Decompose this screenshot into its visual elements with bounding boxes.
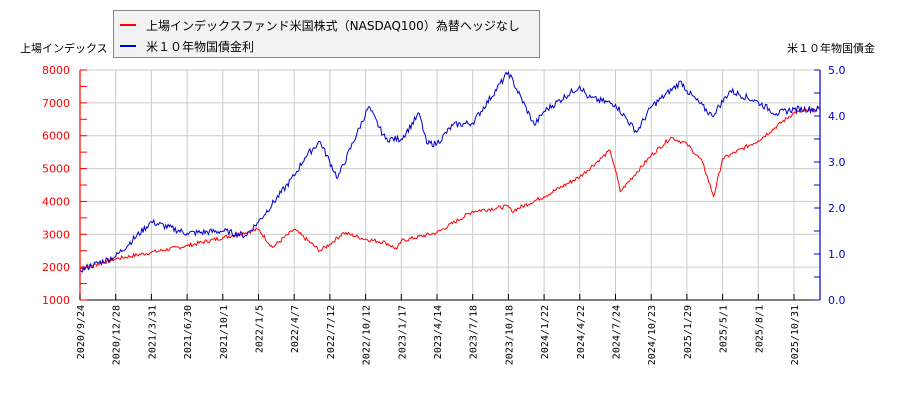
svg-text:5.0: 5.0 <box>828 64 846 77</box>
series-line <box>79 71 821 273</box>
svg-text:2025/5/1: 2025/5/1 <box>719 305 730 353</box>
svg-text:6000: 6000 <box>42 130 70 143</box>
svg-text:2022/10/12: 2022/10/12 <box>362 305 373 365</box>
svg-text:2000: 2000 <box>42 261 70 274</box>
svg-text:2023/10/18: 2023/10/18 <box>504 305 515 365</box>
legend-swatch-blue <box>120 45 136 47</box>
svg-text:4000: 4000 <box>42 195 70 208</box>
legend: 上場インデックスファンド米国株式（NASDAQ100）為替ヘッジなし 米１０年物… <box>113 10 540 58</box>
svg-text:2.0: 2.0 <box>828 202 846 215</box>
svg-text:1.0: 1.0 <box>828 248 846 261</box>
legend-label: 米１０年物国債金利 <box>146 39 255 54</box>
svg-text:2023/1/17: 2023/1/17 <box>397 305 408 359</box>
svg-text:2025/8/1: 2025/8/1 <box>754 305 765 353</box>
series-line <box>79 107 821 270</box>
left-axis-title: 上場インデックス <box>20 42 108 55</box>
svg-text:2022/7/12: 2022/7/12 <box>326 305 337 359</box>
svg-text:5000: 5000 <box>42 163 70 176</box>
svg-text:1000: 1000 <box>42 294 70 307</box>
svg-text:3.0: 3.0 <box>828 156 846 169</box>
svg-text:2022/1/5: 2022/1/5 <box>255 305 266 353</box>
svg-text:8000: 8000 <box>42 64 70 77</box>
svg-text:2024/7/24: 2024/7/24 <box>612 305 623 359</box>
legend-label: 上場インデックスファンド米国株式（NASDAQ100）為替ヘッジなし <box>146 18 520 33</box>
svg-text:2025/1/29: 2025/1/29 <box>683 305 694 359</box>
svg-text:2024/4/22: 2024/4/22 <box>576 305 587 359</box>
gridlines <box>80 69 820 300</box>
axes: 1000 2000 3000 4000 5000 6000 7000 8000 0.0 1.0 2.… <box>42 64 846 365</box>
svg-text:2020/12/28: 2020/12/28 <box>112 305 123 365</box>
svg-text:3000: 3000 <box>42 228 70 241</box>
svg-text:2023/7/18: 2023/7/18 <box>469 305 480 359</box>
svg-text:2025/10/31: 2025/10/31 <box>790 305 801 365</box>
series-lines <box>79 71 821 273</box>
svg-text:0.0: 0.0 <box>828 294 846 307</box>
svg-text:7000: 7000 <box>42 97 70 110</box>
legend-item-nasdaq100: 上場インデックスファンド米国株式（NASDAQ100）為替ヘッジなし <box>120 15 520 35</box>
svg-text:4.0: 4.0 <box>828 110 846 123</box>
right-axis-title: 米１０年物国債金 <box>787 42 875 55</box>
svg-text:2021/3/31: 2021/3/31 <box>147 305 158 359</box>
svg-text:2023/4/14: 2023/4/14 <box>433 305 444 359</box>
svg-text:2024/1/22: 2024/1/22 <box>540 305 551 359</box>
svg-text:2020/9/24: 2020/9/24 <box>76 305 87 359</box>
legend-item-us10y: 米１０年物国債金利 <box>120 36 254 56</box>
svg-text:2021/6/30: 2021/6/30 <box>183 305 194 359</box>
legend-swatch-red <box>120 24 136 26</box>
svg-text:2022/4/7: 2022/4/7 <box>290 305 301 353</box>
svg-text:2024/10/23: 2024/10/23 <box>647 305 658 365</box>
svg-text:2021/10/1: 2021/10/1 <box>219 305 230 359</box>
